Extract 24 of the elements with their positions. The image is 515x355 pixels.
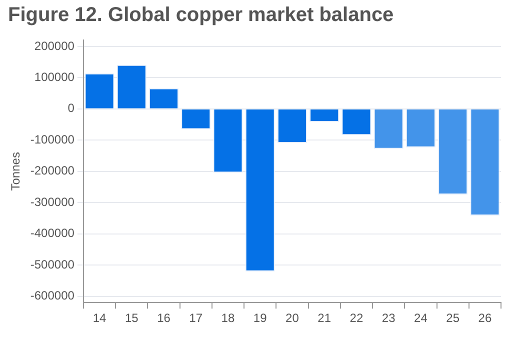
x-tick-label: 23	[382, 311, 396, 326]
x-tick-label: 26	[478, 311, 492, 326]
y-tick-label: 100000	[34, 70, 75, 84]
y-tick-label: 200000	[34, 38, 75, 53]
x-tick-label: 15	[124, 311, 139, 326]
y-axis-title: Tonnes	[8, 152, 23, 191]
y-tick-label: -500000	[30, 257, 75, 272]
x-tick-label: 24	[414, 311, 428, 326]
y-tick-label: -200000	[30, 164, 75, 178]
x-tick-label: 25	[446, 311, 460, 326]
x-tick-label: 20	[286, 311, 300, 326]
y-tick-label: -600000	[30, 288, 75, 303]
x-tick-label: 19	[253, 311, 268, 326]
y-tick-label: -300000	[30, 194, 75, 209]
y-tick-label: 0	[68, 101, 75, 116]
y-tick-label: -100000	[30, 132, 75, 146]
x-tick-label: 17	[189, 311, 203, 326]
x-tick-label: 18	[221, 311, 235, 326]
y-tick-label: -400000	[30, 226, 75, 240]
x-tick-label: 14	[92, 311, 106, 326]
x-tick-label: 21	[318, 311, 332, 326]
chart-title: Figure 12. Global copper market balance	[8, 4, 394, 27]
x-tick-label: 22	[350, 311, 364, 326]
x-tick-label: 16	[157, 311, 171, 326]
